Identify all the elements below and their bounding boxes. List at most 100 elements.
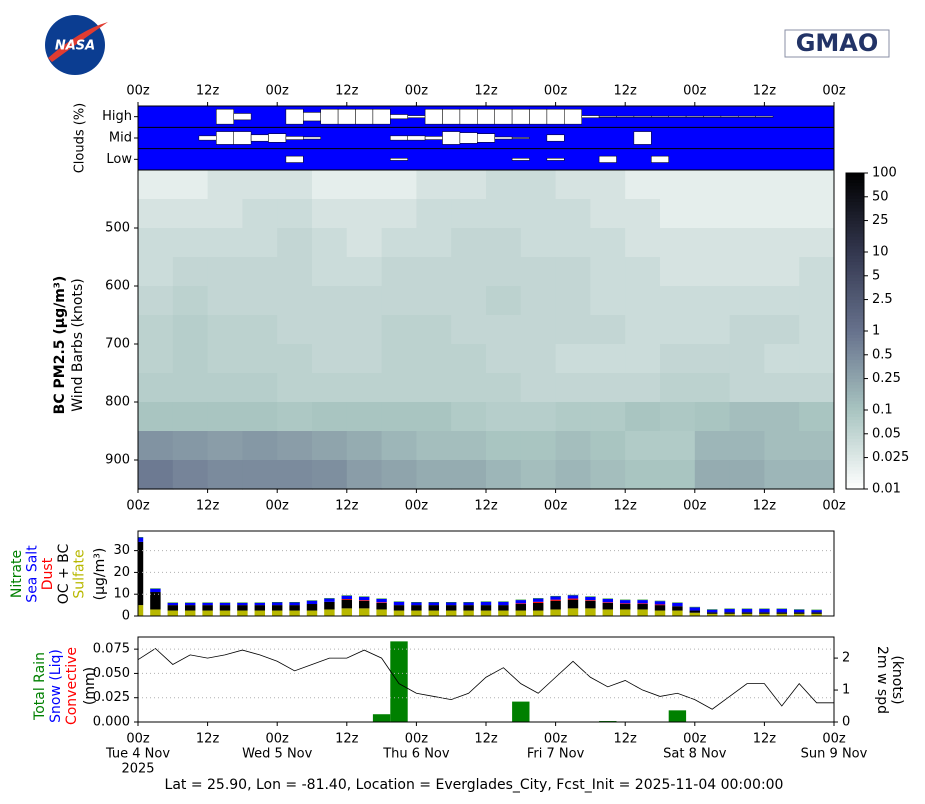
heatmap-cell xyxy=(172,431,209,461)
colorbar-segment xyxy=(846,267,864,272)
colorbar-segment xyxy=(846,482,864,487)
y-tick-label: 800 xyxy=(105,395,130,410)
colorbar-segment xyxy=(846,438,864,443)
heatmap-cell xyxy=(416,460,452,490)
bar-segment xyxy=(602,599,614,603)
heatmap-cell xyxy=(277,286,313,316)
legend-label: Nitrate xyxy=(9,550,25,598)
colorbar-segment xyxy=(846,223,864,228)
colorbar-segment xyxy=(846,270,864,275)
heatmap-cell xyxy=(451,460,487,490)
x-tick-label: 00z xyxy=(405,732,429,747)
heatmap-cell xyxy=(764,344,800,374)
cloud-bar xyxy=(407,115,426,118)
bar-segment xyxy=(202,602,213,606)
colorbar-segment xyxy=(846,198,864,202)
bar-segment xyxy=(237,605,248,611)
x-date-label: Wed 5 Nov xyxy=(242,747,313,762)
bar-segment xyxy=(445,610,457,616)
heatmap-cell xyxy=(590,199,626,229)
heatmap-cell xyxy=(729,257,765,287)
cloud-bar xyxy=(216,108,234,125)
colorbar-segment xyxy=(846,470,864,474)
bar-segment xyxy=(237,610,248,616)
bar-segment xyxy=(184,610,196,616)
y-axis-label: Wind Barbs (knots) xyxy=(70,278,86,411)
bar-segment xyxy=(358,608,370,616)
x-tick-label: 00z xyxy=(405,499,429,514)
bar-segment xyxy=(619,603,631,605)
cloud-bar xyxy=(616,115,635,118)
heatmap-cell xyxy=(625,373,661,403)
heatmap-cell xyxy=(207,257,243,287)
heatmap-cell xyxy=(799,373,834,403)
heatmap-cell xyxy=(312,373,348,403)
bar-segment xyxy=(585,600,596,601)
bar-segment xyxy=(689,607,701,611)
bar-segment xyxy=(654,605,666,611)
bar-segment xyxy=(585,596,596,601)
heatmap-cell xyxy=(660,170,696,200)
heatmap-cell xyxy=(799,315,834,345)
bar-segment xyxy=(619,604,631,610)
x-tick-label: 00z xyxy=(683,732,707,747)
heatmap-cell xyxy=(207,373,243,403)
heatmap-cell xyxy=(138,228,174,258)
bar-segment xyxy=(567,608,579,616)
cloud-bar xyxy=(233,113,252,121)
heatmap-cell xyxy=(694,315,731,345)
heatmap-cell xyxy=(172,460,209,490)
colorbar-segment xyxy=(846,239,864,244)
heatmap-cell xyxy=(138,460,174,490)
colorbar-segment xyxy=(846,191,864,196)
cloud-bar xyxy=(390,135,408,141)
heatmap-cell xyxy=(172,286,209,316)
y-tick-label: 900 xyxy=(105,453,130,468)
heatmap-cell xyxy=(520,373,557,403)
colorbar-segment xyxy=(846,327,864,332)
x-tick-label: 12z xyxy=(753,84,777,99)
heatmap-cell xyxy=(138,402,174,432)
cloud-bar xyxy=(511,137,530,139)
colorbar-segment xyxy=(846,220,864,225)
heatmap-cell xyxy=(555,315,591,345)
heatmap-cell xyxy=(625,257,661,287)
heatmap-cell xyxy=(207,460,243,490)
heatmap-cell xyxy=(590,170,626,200)
bar-segment xyxy=(672,610,683,616)
bar-segment xyxy=(706,612,718,614)
cloud-bar xyxy=(668,115,687,118)
heatmap-cell xyxy=(729,373,765,403)
y2-axis-label: 2m w spd xyxy=(874,646,890,714)
heatmap-cell xyxy=(694,460,731,490)
cloud-bar xyxy=(511,158,530,161)
cloud-bar xyxy=(424,108,443,125)
colorbar-tick-label: 2.5 xyxy=(872,292,893,307)
heatmap-cell xyxy=(207,431,243,461)
colorbar-segment xyxy=(846,400,864,405)
cloud-bar xyxy=(477,108,495,125)
cloud-bar xyxy=(303,112,321,122)
gmao-logo: GMAO xyxy=(784,29,890,58)
heatmap-cell xyxy=(451,402,487,432)
heatmap-cell xyxy=(346,315,383,345)
colorbar-segment xyxy=(846,384,864,389)
heatmap-cell xyxy=(660,431,696,461)
heatmap-cell xyxy=(242,373,278,403)
cloud-bar xyxy=(442,131,461,145)
heatmap-cell xyxy=(242,344,278,374)
colorbar-segment xyxy=(846,286,864,291)
bar-segment xyxy=(167,605,179,611)
heatmap-cell xyxy=(486,402,522,432)
colorbar-segment xyxy=(846,207,864,212)
bar-segment xyxy=(376,602,387,610)
bar-segment xyxy=(793,609,805,613)
colorbar-segment xyxy=(846,248,864,253)
cloud-bar xyxy=(598,115,617,118)
heatmap-cell xyxy=(486,373,522,403)
heatmap-cell xyxy=(590,286,626,316)
heatmap-cell xyxy=(346,373,383,403)
bar-segment xyxy=(138,537,144,542)
heatmap-cell xyxy=(381,199,417,229)
footer: Lat = 25.90, Lon = -81.40, Location = Ev… xyxy=(165,777,784,793)
